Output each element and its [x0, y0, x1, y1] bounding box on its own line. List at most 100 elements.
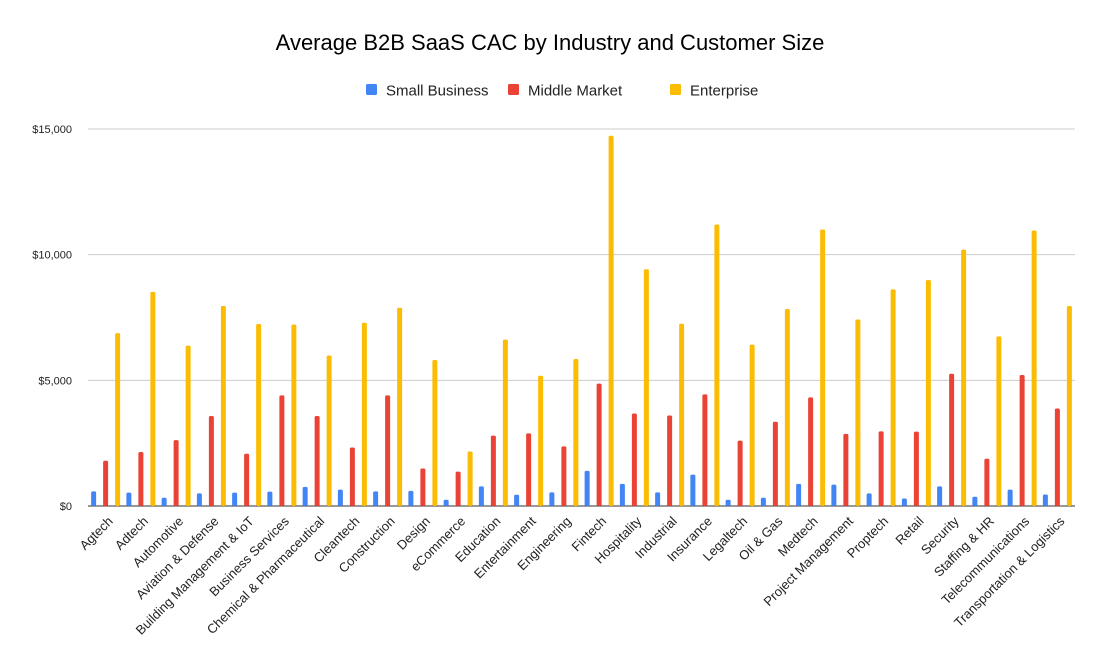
- bar-small-business-legaltech: [725, 499, 731, 506]
- bar-small-business-entertainment: [514, 494, 520, 506]
- chart-title: Average B2B SaaS CAC by Industry and Cus…: [276, 30, 825, 55]
- bar-small-business-construction: [373, 491, 379, 506]
- bar-enterprise-oil-gas: [784, 308, 790, 506]
- bar-middle-market-industrial: [667, 415, 673, 506]
- y-tick-label: $5,000: [38, 375, 72, 387]
- bar-enterprise-chemical-pharmaceutical: [326, 355, 332, 506]
- bars: [91, 135, 1072, 507]
- bar-middle-market-telecommunications: [1019, 375, 1025, 506]
- bar-enterprise-staffing-hr: [996, 336, 1002, 506]
- bar-enterprise-construction: [397, 307, 403, 506]
- bar-small-business-design: [408, 490, 414, 506]
- bar-middle-market-security: [949, 373, 955, 506]
- bar-small-business-security: [937, 486, 943, 506]
- bar-enterprise-project-management: [855, 319, 861, 506]
- bar-middle-market-education: [490, 435, 496, 506]
- gridlines: [88, 128, 1075, 507]
- bar-middle-market-cleantech: [349, 447, 355, 506]
- bar-middle-market-insurance: [702, 394, 708, 506]
- legend-label-small-business: Small Business: [386, 83, 489, 100]
- bar-enterprise-adtech: [150, 291, 156, 506]
- bar-enterprise-cleantech: [361, 322, 367, 506]
- bar-middle-market-legaltech: [737, 440, 743, 506]
- bar-small-business-aviation-defense: [196, 493, 202, 506]
- bar-enterprise-medtech: [820, 229, 826, 507]
- legend-swatch-middle-market: [508, 84, 519, 95]
- bar-small-business-education: [478, 486, 484, 506]
- bar-enterprise-insurance: [714, 224, 720, 507]
- bar-enterprise-legaltech: [749, 344, 755, 506]
- bar-small-business-insurance: [690, 474, 696, 506]
- bar-enterprise-engineering: [573, 358, 579, 506]
- bar-small-business-business-services: [267, 491, 273, 506]
- bar-enterprise-design: [432, 359, 438, 506]
- bar-small-business-adtech: [126, 492, 132, 506]
- bar-middle-market-project-management: [843, 433, 849, 506]
- legend-swatch-small-business: [366, 84, 377, 95]
- bar-middle-market-design: [420, 468, 426, 506]
- bar-middle-market-fintech: [596, 383, 602, 506]
- bar-enterprise-telecommunications: [1031, 230, 1037, 506]
- bar-small-business-oil-gas: [760, 497, 766, 506]
- bar-enterprise-hospitality: [643, 269, 649, 506]
- bar-small-business-engineering: [549, 492, 555, 506]
- bar-middle-market-engineering: [561, 446, 567, 506]
- bar-middle-market-aviation-defense: [208, 416, 214, 506]
- bar-enterprise-agtech: [115, 333, 121, 506]
- bar-middle-market-entertainment: [526, 433, 532, 506]
- bar-small-business-fintech: [584, 470, 590, 506]
- bar-enterprise-automotive: [185, 345, 191, 506]
- legend-label-enterprise: Enterprise: [690, 83, 758, 100]
- bar-enterprise-building-management-iot: [256, 324, 262, 506]
- bar-middle-market-medtech: [808, 397, 814, 506]
- bar-enterprise-proptech: [890, 289, 896, 506]
- bar-small-business-staffing-hr: [972, 496, 978, 506]
- bar-enterprise-transportation-logistics: [1066, 305, 1072, 506]
- y-tick-label: $10,000: [32, 250, 72, 262]
- bar-enterprise-security: [961, 249, 967, 506]
- bar-enterprise-aviation-defense: [220, 305, 226, 506]
- bar-middle-market-transportation-logistics: [1054, 408, 1060, 506]
- bar-enterprise-industrial: [679, 323, 685, 506]
- y-axis: $0 $5,000 $10,000 $15,000: [32, 124, 72, 513]
- bar-middle-market-ecommerce: [455, 471, 461, 506]
- bar-small-business-retail: [901, 498, 907, 506]
- bar-middle-market-oil-gas: [772, 421, 778, 506]
- legend-label-middle-market: Middle Market: [528, 83, 623, 100]
- bar-middle-market-proptech: [878, 431, 884, 506]
- bar-small-business-industrial: [655, 492, 661, 506]
- bar-middle-market-staffing-hr: [984, 458, 990, 506]
- bar-small-business-ecommerce: [443, 499, 449, 506]
- bar-small-business-agtech: [91, 491, 97, 506]
- bar-middle-market-chemical-pharmaceutical: [314, 416, 320, 506]
- bar-enterprise-ecommerce: [467, 451, 473, 506]
- bar-middle-market-building-management-iot: [244, 453, 250, 506]
- bar-small-business-project-management: [831, 484, 837, 506]
- y-tick-label: $15,000: [32, 124, 72, 136]
- bar-enterprise-entertainment: [538, 375, 544, 506]
- bar-small-business-medtech: [796, 483, 802, 506]
- bar-middle-market-agtech: [103, 460, 109, 506]
- bar-middle-market-adtech: [138, 451, 144, 506]
- bar-middle-market-business-services: [279, 395, 285, 506]
- bar-small-business-automotive: [161, 497, 167, 506]
- bar-small-business-hospitality: [619, 483, 625, 506]
- bar-middle-market-retail: [913, 431, 919, 506]
- bar-small-business-telecommunications: [1007, 489, 1013, 506]
- bar-small-business-building-management-iot: [232, 492, 238, 506]
- y-tick-label: $0: [60, 501, 72, 513]
- bar-enterprise-fintech: [608, 135, 614, 506]
- bar-small-business-cleantech: [337, 489, 343, 506]
- bar-enterprise-education: [502, 339, 508, 506]
- bar-enterprise-retail: [925, 280, 931, 506]
- bar-small-business-transportation-logistics: [1042, 494, 1048, 506]
- legend-swatch-enterprise: [670, 84, 681, 95]
- bar-middle-market-automotive: [173, 440, 179, 506]
- legend: Small Business Middle Market Enterprise: [366, 83, 758, 100]
- bar-middle-market-hospitality: [631, 413, 637, 506]
- bar-enterprise-business-services: [291, 324, 297, 506]
- bar-middle-market-construction: [385, 395, 391, 506]
- bar-small-business-chemical-pharmaceutical: [302, 486, 308, 506]
